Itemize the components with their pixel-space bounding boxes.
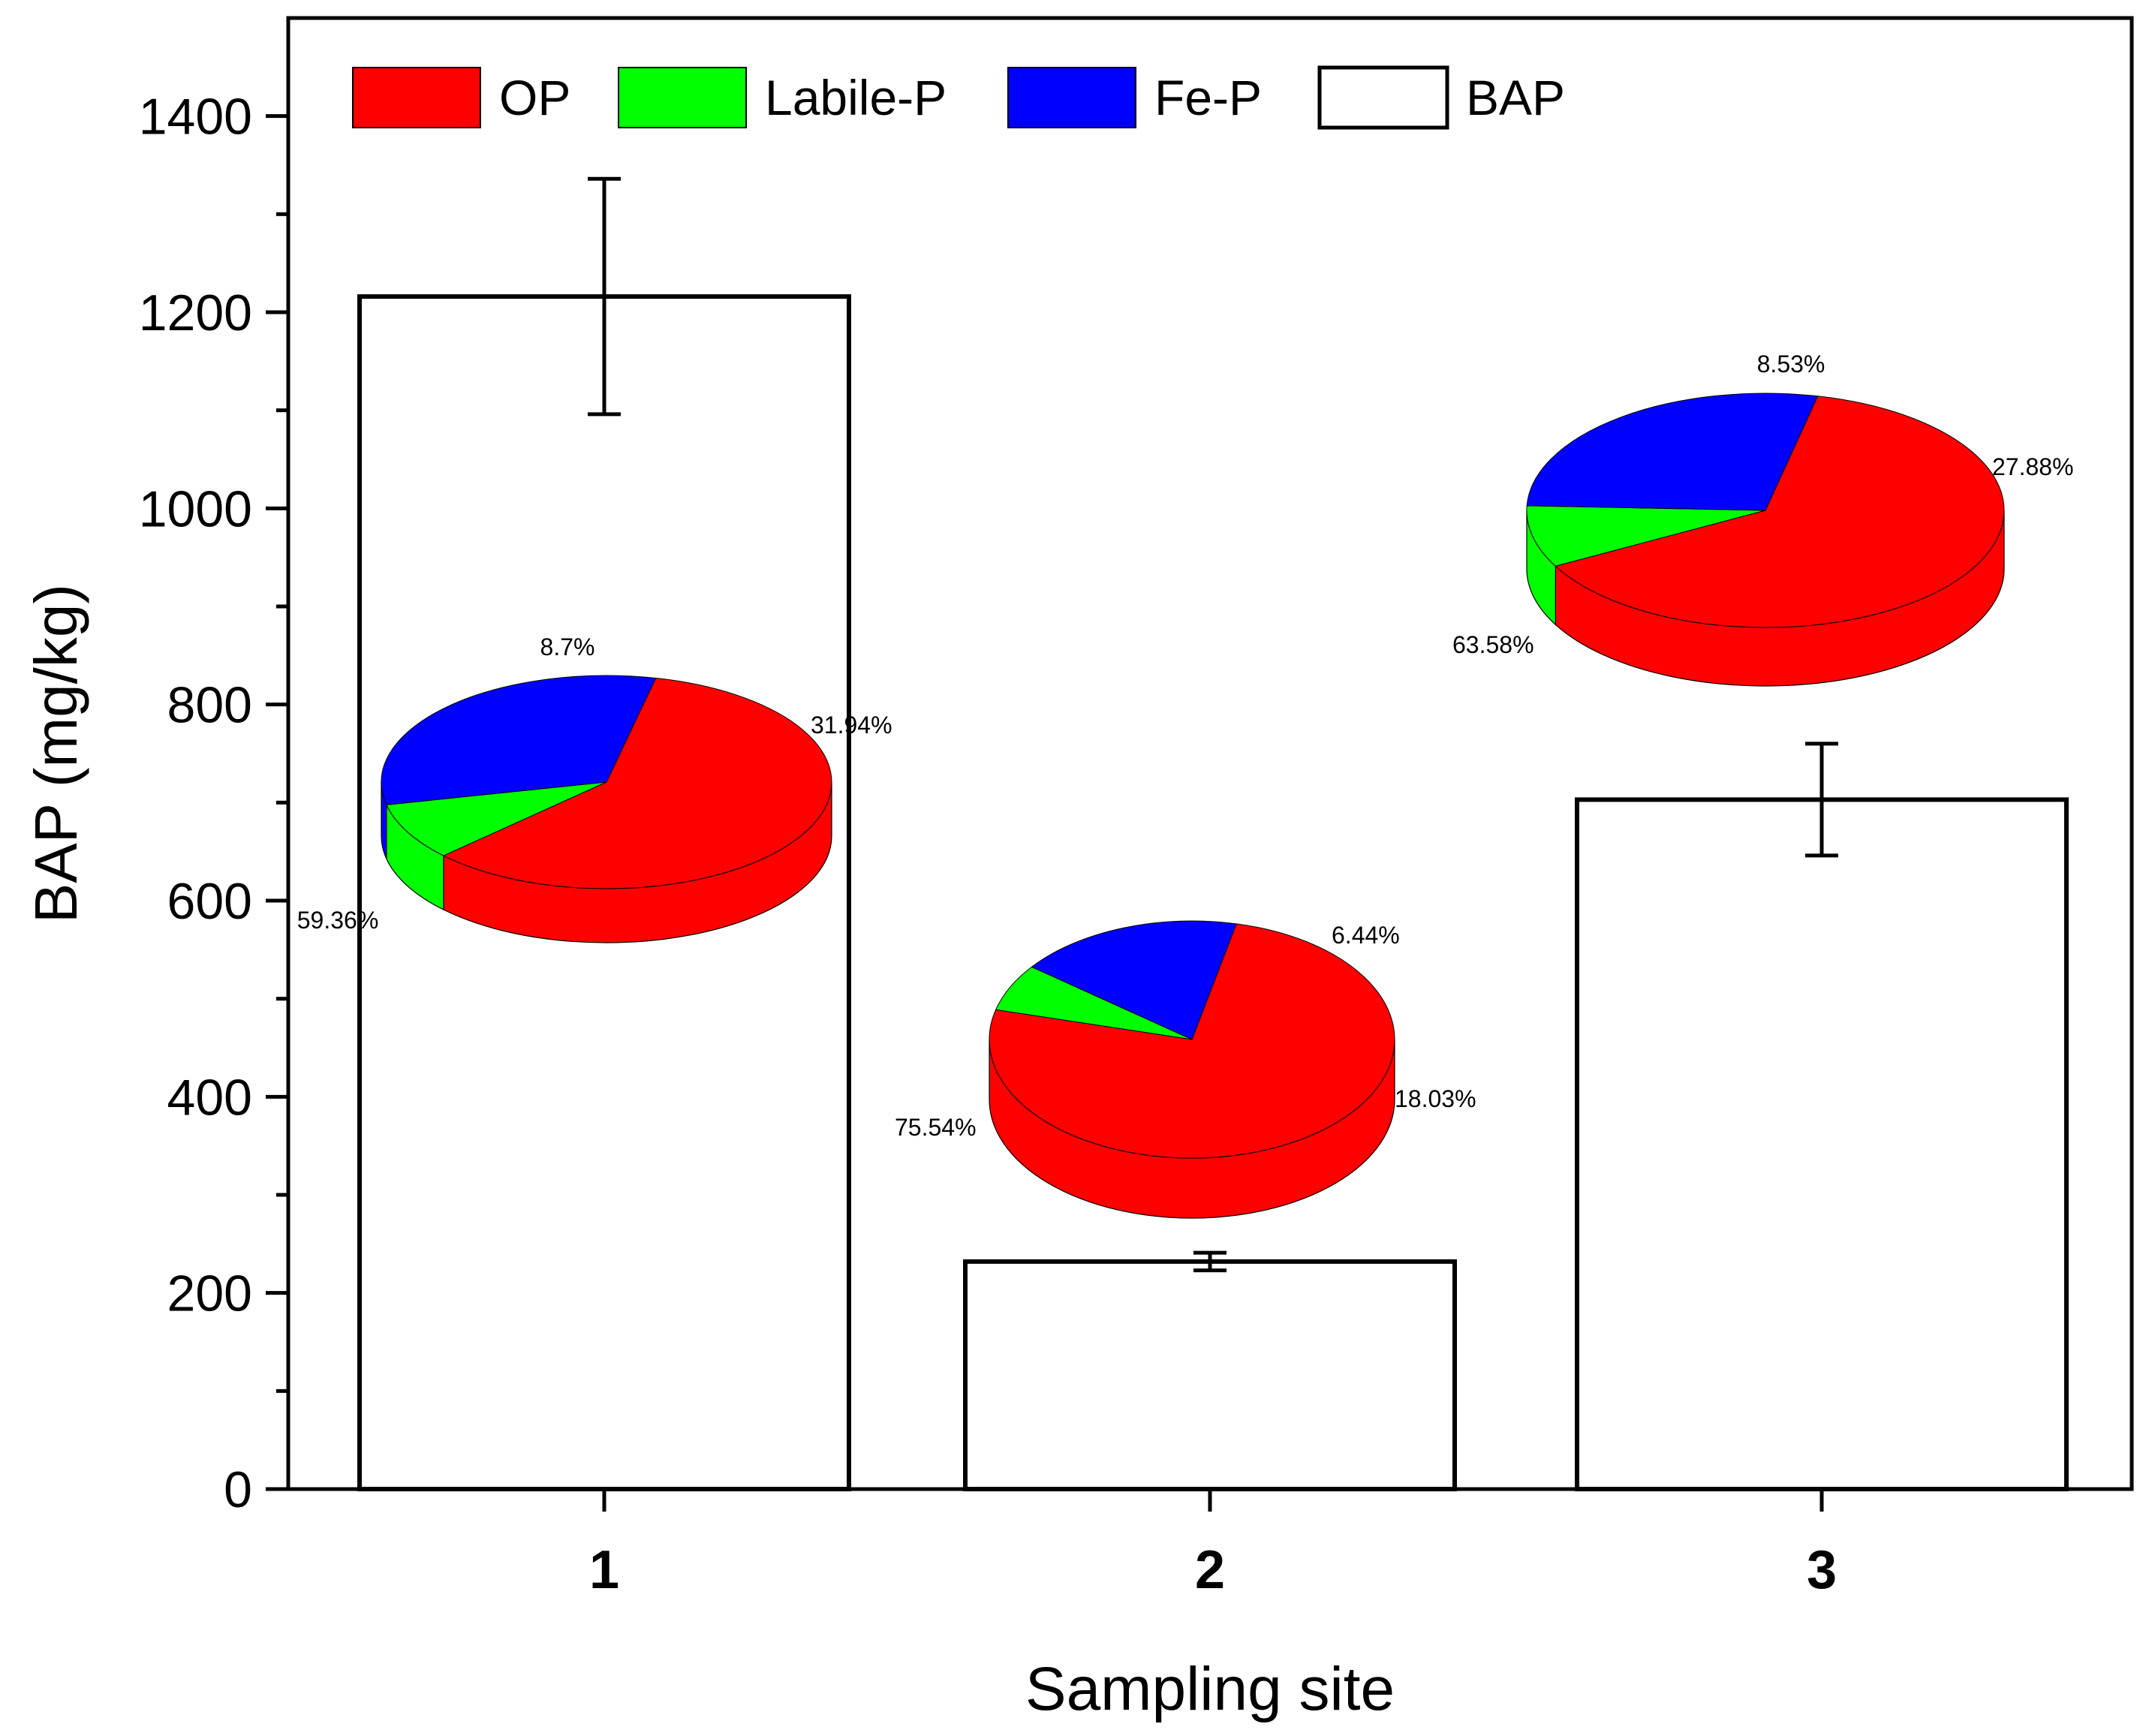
pie-slice-Fe-P [1526, 393, 1819, 511]
y-tick-label-600: 600 [167, 873, 252, 930]
pie-label-OP: 59.36% [297, 907, 379, 934]
pie-label-Fe-P: 27.88% [1992, 453, 2074, 480]
legend-label-BAP: BAP [1466, 70, 1565, 125]
y-tick-label-1400: 1400 [139, 89, 252, 146]
pie-label-Fe-P: 31.94% [811, 712, 892, 739]
bar-site-2 [963, 1259, 1457, 1492]
pie-site-3: 63.58% 8.53% 27.88% [1452, 351, 2074, 687]
pie-label-Labile-P: 8.53% [1757, 351, 1825, 378]
pie-slice-OP [442, 677, 832, 889]
pie-label-Labile-P: 6.44% [1332, 922, 1400, 949]
y-tick-label-0: 0 [224, 1461, 252, 1518]
pie-slice-Fe-P [381, 675, 657, 805]
pie-label-Fe-P: 18.03% [1395, 1085, 1476, 1112]
pie-label-OP: 75.54% [895, 1114, 977, 1141]
x-axis-title: Sampling site [1025, 1655, 1395, 1723]
axes-layer: 0 200 400 600 800 1000 1200 1400 1 2 3 [139, 89, 1837, 1600]
y-tick-label-1000: 1000 [139, 480, 252, 537]
y-tick-label-1200: 1200 [139, 284, 252, 341]
y-tick-label-200: 200 [167, 1265, 252, 1322]
legend-label-OP: OP [499, 70, 570, 125]
pies-layer: 59.36% 8.7% 31.94% 75.54% 6.44% 18.03% 63.58% 8… [297, 351, 2074, 1219]
pie-slice-Labile-P [386, 781, 607, 856]
y-tick-label-800: 800 [167, 677, 252, 734]
pie-label-Labile-P: 8.7% [540, 633, 595, 660]
pie-slice-Fe-P [1031, 920, 1237, 1040]
legend: OP Labile-P Fe-P BAP [352, 65, 1565, 130]
legend-swatch-Fe-P [1007, 67, 1136, 128]
pie-slice-OP [1555, 396, 2005, 628]
legend-swatch-OP [352, 67, 481, 128]
y-axis-title: BAP (mg/kg) [23, 584, 89, 923]
legend-label-Fe-P: Fe-P [1154, 70, 1262, 125]
x-tick-label-3: 3 [1807, 1540, 1837, 1600]
pie-slice-Labile-P [1526, 505, 1766, 567]
x-tick-label-1: 1 [589, 1540, 619, 1600]
pie-site-2: 75.54% 6.44% 18.03% [895, 920, 1476, 1219]
pie-slice-OP [989, 923, 1395, 1159]
pie-site-1: 59.36% 8.7% 31.94% [297, 633, 892, 943]
bar-site-3 [1575, 797, 2069, 1491]
legend-swatch-Labile-P [618, 67, 747, 128]
legend-swatch-BAP [1317, 65, 1449, 130]
x-tick-label-2: 2 [1195, 1540, 1225, 1600]
y-tick-label-400: 400 [167, 1069, 252, 1126]
legend-label-Labile-P: Labile-P [765, 70, 947, 125]
pie-label-OP: 63.58% [1452, 631, 1534, 658]
